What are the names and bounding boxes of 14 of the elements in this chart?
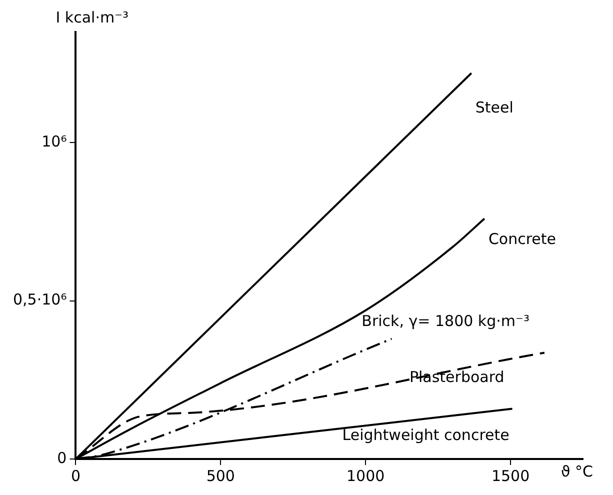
x-tick-label: 0	[70, 466, 80, 485]
y-axis-title: I kcal·m⁻³	[56, 8, 129, 26]
x-tick-label: 1500	[491, 466, 530, 485]
x-axis-title: ϑ °C	[560, 462, 593, 480]
series-label: Leightweight concrete	[342, 426, 510, 444]
x-tick-label: 500	[206, 466, 235, 485]
series-label: Steel	[475, 98, 514, 117]
x-tick-label: 1000	[346, 466, 385, 485]
y-tick-label: 10⁶	[42, 132, 67, 151]
series-label: Concrete	[488, 230, 556, 248]
y-tick-label: 0	[57, 448, 67, 467]
series-label: Plasterboard	[409, 368, 504, 386]
series-label: Brick, γ= 1800 kg·m⁻³	[362, 312, 530, 330]
y-tick-label: 0,5·10⁶	[12, 290, 67, 309]
